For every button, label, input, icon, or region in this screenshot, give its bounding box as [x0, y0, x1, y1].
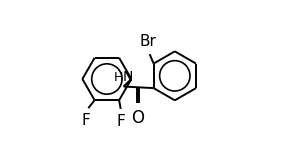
Text: O: O	[131, 109, 144, 127]
Text: F: F	[116, 114, 125, 129]
Text: Br: Br	[140, 34, 156, 49]
Text: N: N	[123, 70, 133, 84]
Text: F: F	[82, 113, 90, 128]
Text: H: H	[113, 71, 123, 84]
